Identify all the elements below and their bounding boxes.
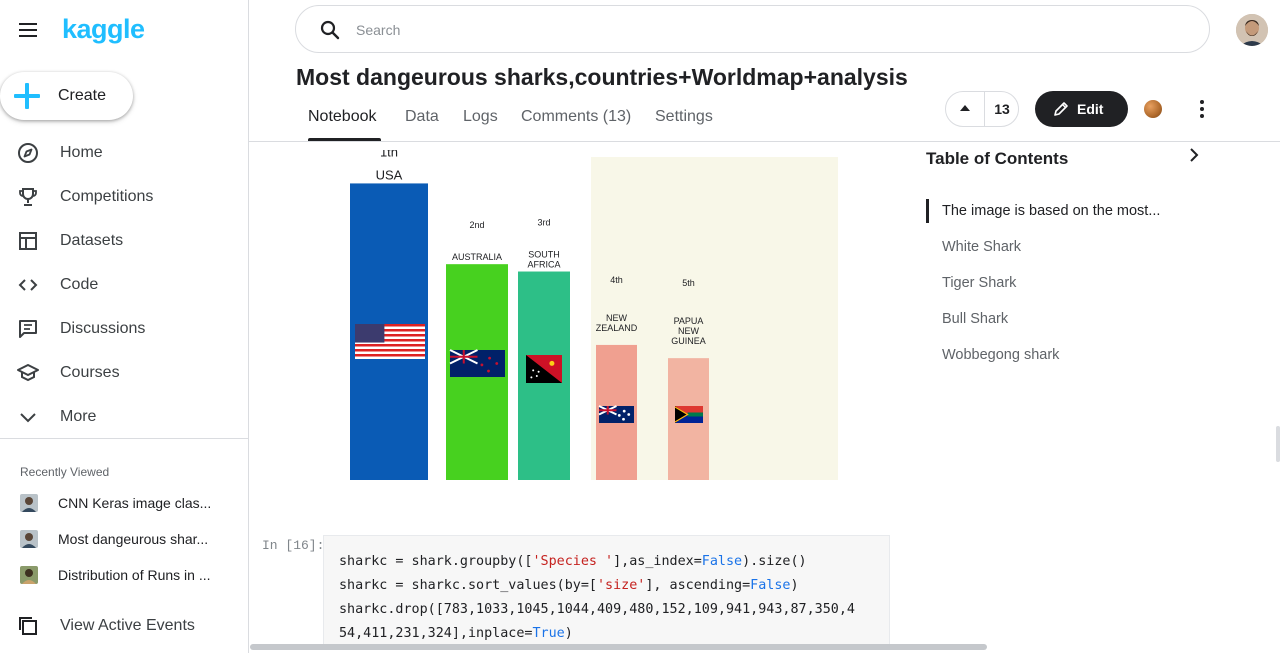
chart-rank-label: 4th <box>610 275 623 285</box>
chart-category-label: SOUTH <box>528 250 560 260</box>
upvote-button[interactable] <box>946 92 984 126</box>
chart-rank-label: 1th <box>380 150 398 159</box>
create-button[interactable]: Create <box>0 72 133 120</box>
sidebar-item-label: Code <box>60 276 99 293</box>
sidebar-item-discussions[interactable]: Discussions <box>0 309 248 349</box>
chevron-down-icon <box>20 413 36 423</box>
recently-viewed-title: Recently Viewed <box>20 465 110 479</box>
toc-title: Table of Contents <box>926 149 1069 168</box>
edit-label: Edit <box>1077 101 1104 117</box>
tab-notebook[interactable]: Notebook <box>308 108 377 125</box>
user-avatar-icon <box>20 494 38 512</box>
aus-flag-icon <box>598 405 634 423</box>
toc-item[interactable]: The image is based on the most... <box>942 203 1161 219</box>
tab-comments[interactable]: Comments (13) <box>521 108 632 125</box>
code-line: 54,411,231,324],inplace=True) <box>339 626 573 641</box>
sidebar-item-label: Courses <box>60 364 120 381</box>
avatar[interactable] <box>1236 14 1268 46</box>
tab-settings[interactable]: Settings <box>655 108 713 125</box>
code-line: sharkc = sharkc.sort_values(by=['size'],… <box>339 578 799 593</box>
vote-widget: 13 <box>945 91 1019 127</box>
usa-flag-icon <box>355 324 425 359</box>
toc-item[interactable]: Bull Shark <box>942 311 1009 327</box>
chart-rank-label: 5th <box>682 278 695 288</box>
sidebar-item-label: Discussions <box>60 320 146 337</box>
edit-button[interactable]: Edit <box>1035 91 1128 127</box>
chart-category-label: NEW <box>678 326 700 336</box>
toc-active-indicator <box>926 199 929 223</box>
user-avatar-icon <box>1236 14 1268 46</box>
chart-category-label: NEW <box>606 313 628 323</box>
sidebar-item-datasets[interactable]: Datasets <box>0 221 248 261</box>
sidebar-item-label: More <box>60 408 97 425</box>
recent-item[interactable]: Most dangeurous shar... <box>0 524 248 554</box>
toc-item[interactable]: Tiger Shark <box>942 275 1017 291</box>
sidebar: kaggle Create Home Competitions Datasets… <box>0 0 249 653</box>
toc-item[interactable]: White Shark <box>942 239 1021 255</box>
chart-category-label: GUINEA <box>671 336 706 346</box>
chart-rank-label: 3rd <box>537 218 550 228</box>
vote-count: 13 <box>994 101 1010 117</box>
chevron-right-icon[interactable] <box>1186 146 1202 164</box>
chart-category-label: PAPUA <box>674 316 704 326</box>
chart-category-label: AFRICA <box>527 260 560 270</box>
toc-item[interactable]: Wobbegong shark <box>942 347 1060 363</box>
school-icon <box>17 364 39 382</box>
cell-prompt: In [16]: <box>262 538 325 553</box>
sidebar-item-home[interactable]: Home <box>0 133 248 173</box>
sidebar-item-label: Competitions <box>60 188 154 205</box>
tab-data[interactable]: Data <box>405 108 439 125</box>
tab-logs[interactable]: Logs <box>463 108 498 125</box>
bronze-medal-icon[interactable] <box>1144 100 1162 118</box>
sidebar-item-label: Datasets <box>60 232 124 249</box>
header-divider <box>249 141 1280 142</box>
sidebar-item-more[interactable]: More <box>0 397 248 437</box>
user-avatar-icon <box>20 530 38 548</box>
sa-flag-icon <box>674 406 703 423</box>
active-events-label: View Active Events <box>60 617 195 634</box>
events-icon <box>19 617 37 635</box>
compass-icon <box>18 143 38 163</box>
vertical-scrollbar[interactable] <box>1276 426 1280 462</box>
kaggle-logo[interactable]: kaggle <box>62 14 145 44</box>
trophy-icon <box>19 188 37 206</box>
create-label: Create <box>58 87 107 104</box>
pencil-icon <box>1054 102 1068 116</box>
sidebar-divider <box>0 438 248 439</box>
active-tab-indicator <box>308 138 381 141</box>
view-active-events-button[interactable]: View Active Events <box>0 612 248 640</box>
recent-item[interactable]: CNN Keras image clas... <box>0 488 248 518</box>
vote-separator <box>984 92 985 126</box>
chart-category-label: AUSTRALIA <box>452 252 502 262</box>
sidebar-item-courses[interactable]: Courses <box>0 353 248 393</box>
sidebar-item-code[interactable]: Code <box>0 265 248 305</box>
sidebar-item-label: Home <box>60 144 103 161</box>
search-input[interactable] <box>356 19 1156 41</box>
recent-item-label: Distribution of Runs in ... <box>58 567 211 583</box>
chart-rank-label: 2nd <box>469 220 484 230</box>
page-title: Most dangeurous sharks,countries+Worldma… <box>296 64 908 90</box>
recent-item[interactable]: Distribution of Runs in ... <box>0 560 248 590</box>
more-options-icon[interactable] <box>1192 99 1212 119</box>
chart-category-label: ZEALAND <box>596 323 638 333</box>
code-icon <box>18 279 38 291</box>
recent-item-label: CNN Keras image clas... <box>58 495 212 511</box>
png-flag-icon <box>526 355 562 383</box>
recent-item-label: Most dangeurous shar... <box>58 531 209 547</box>
code-line: sharkc = shark.groupby(['Species '],as_i… <box>339 554 807 569</box>
horizontal-scrollbar[interactable] <box>250 644 987 650</box>
shark-attacks-bar-chart: USA1thAUSTRALIA2ndSOUTHAFRICA3rdNEWZEALA… <box>350 150 838 480</box>
search-icon <box>320 20 340 40</box>
code-line: sharkc.drop([783,1033,1045,1044,409,480,… <box>339 602 855 617</box>
comments-icon <box>19 320 37 338</box>
menu-icon[interactable] <box>16 18 40 42</box>
plus-icon <box>14 83 40 109</box>
chart-category-label: USA <box>376 167 403 182</box>
search-bar[interactable] <box>295 5 1210 53</box>
code-editor[interactable]: sharkc = shark.groupby(['Species '],as_i… <box>323 535 890 645</box>
user-avatar-icon <box>20 566 38 584</box>
sidebar-item-competitions[interactable]: Competitions <box>0 177 248 217</box>
table-icon <box>19 232 37 250</box>
nz-flag-icon <box>449 349 505 377</box>
